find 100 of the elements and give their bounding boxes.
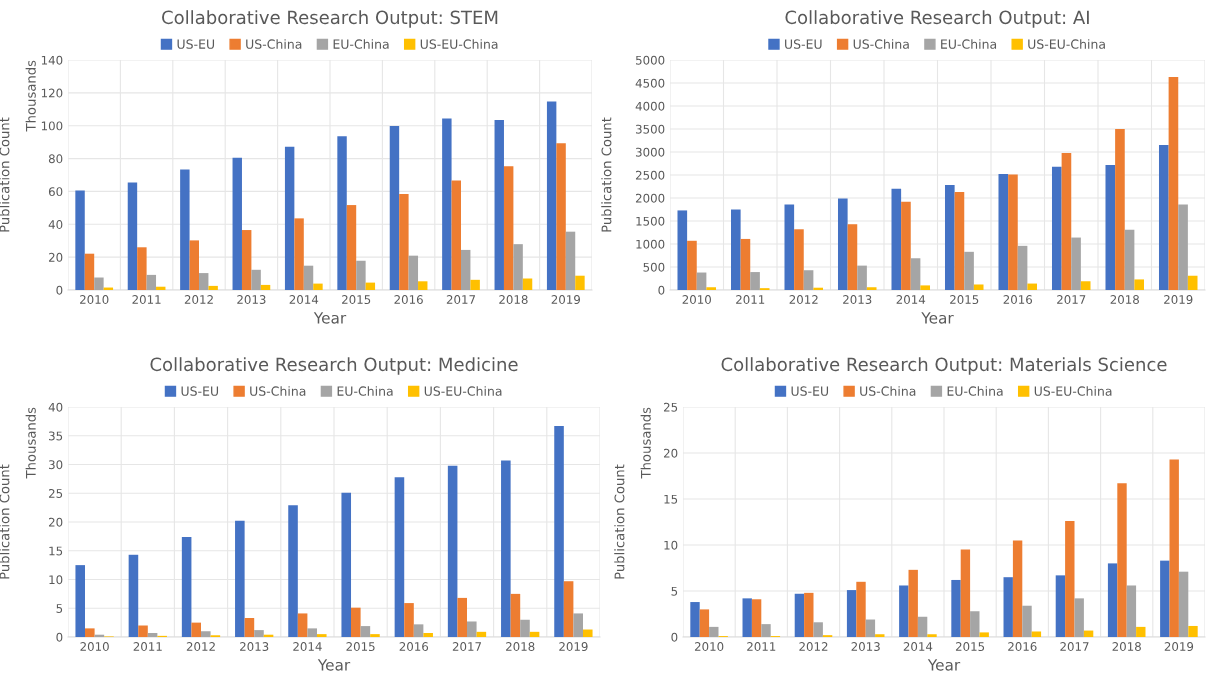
bar: [127, 182, 138, 290]
bar: [235, 520, 245, 637]
bar: [813, 622, 823, 637]
bar: [1136, 626, 1146, 637]
bar: [303, 265, 314, 290]
y-tick-label: 3000: [635, 147, 665, 157]
bar: [751, 599, 762, 637]
bar: [1074, 598, 1084, 637]
bar: [191, 622, 201, 637]
y-tick-label: 40: [48, 220, 63, 229]
bar: [899, 585, 909, 637]
x-tick-label: 2011: [133, 642, 162, 651]
x-tick-label: 2016: [399, 642, 429, 651]
x-tick-label: 2011: [747, 642, 776, 651]
y-tick-label: 15: [664, 494, 678, 504]
bar: [346, 205, 357, 290]
legend-label: US-EU: [177, 39, 215, 49]
bar: [447, 465, 458, 637]
bar: [199, 273, 209, 290]
x-tick-label: 2016: [394, 295, 423, 304]
bar: [563, 581, 574, 637]
y-tick-label: 0: [658, 285, 665, 295]
legend-label: US-China: [860, 386, 916, 396]
bar: [920, 285, 931, 290]
bar: [147, 632, 158, 637]
bar: [1188, 625, 1198, 637]
bar: [944, 185, 955, 290]
bar: [181, 536, 192, 637]
x-axis-title: Year: [921, 312, 954, 324]
bar: [418, 281, 428, 290]
bar: [1012, 540, 1023, 637]
bar: [251, 269, 261, 290]
bar: [1124, 229, 1135, 290]
legend-label: US-EU-China: [424, 386, 502, 396]
y-tick-label: 30: [49, 460, 63, 470]
x-tick-label: 2014: [903, 642, 933, 651]
bar: [351, 607, 361, 637]
legend-label: US-EU: [785, 39, 822, 49]
bar: [1003, 577, 1013, 637]
y-axis-title: Publication Count: [0, 464, 10, 579]
bar: [94, 277, 104, 290]
y-tick-label: 20: [663, 448, 678, 458]
y-tick-label: 1000: [636, 239, 665, 249]
bar: [804, 592, 814, 637]
x-tick-label: 2017: [446, 295, 476, 304]
bar: [503, 166, 514, 290]
x-tick-label: 2012: [789, 295, 818, 304]
chart-title: Collaborative Research Output: Medicine: [150, 357, 518, 375]
bar: [857, 265, 867, 290]
bar: [998, 174, 1009, 290]
bar: [954, 192, 965, 290]
x-tick-label: 2014: [293, 642, 322, 651]
y-tick-label: 10: [664, 540, 678, 550]
legend-label: EU-China: [941, 39, 997, 49]
bar: [709, 626, 719, 637]
bar: [494, 119, 504, 290]
x-tick-label: 2011: [736, 295, 765, 304]
bar: [137, 247, 147, 290]
y-tick-label: 3500: [635, 124, 665, 134]
bar: [750, 272, 760, 290]
bar: [690, 602, 700, 637]
bar: [341, 492, 352, 637]
bar: [1115, 129, 1125, 290]
chart-title: Collaborative Research Output: AI: [785, 10, 1089, 28]
bar: [813, 287, 824, 290]
bar: [254, 630, 264, 637]
bar: [847, 224, 858, 290]
y-tick-label: 2000: [635, 193, 665, 203]
bar: [85, 628, 95, 637]
legend-label: EU-China: [947, 386, 1003, 396]
bar: [901, 201, 911, 290]
y-tick-label: 20: [48, 517, 63, 527]
legend-label: EU-China: [333, 39, 389, 49]
bar: [520, 619, 530, 637]
bar: [865, 619, 876, 637]
bar: [241, 230, 252, 290]
bar: [316, 634, 327, 637]
y-tick-label: 500: [643, 262, 665, 272]
bar: [510, 593, 521, 637]
y-tick-label: 35: [49, 431, 63, 441]
legend-label: US-China: [250, 386, 306, 396]
bar: [866, 287, 877, 290]
y-tick-label: 5000: [636, 55, 665, 65]
y-tick-label: 0: [671, 632, 678, 642]
bar: [501, 460, 511, 637]
bar: [399, 193, 409, 290]
x-axis-title: Year: [313, 312, 347, 324]
y-tick-label: 2500: [635, 170, 665, 180]
bar: [910, 258, 921, 290]
x-tick-label: 2013: [843, 295, 872, 304]
bar: [423, 632, 433, 637]
bar: [1027, 283, 1038, 290]
legend-label: US-China: [853, 39, 909, 49]
x-tick-label: 2015: [950, 295, 979, 304]
y-tick-label: 40: [48, 402, 63, 412]
legend-label: US-EU-China: [1034, 386, 1112, 396]
y-tick-label: 4500: [635, 78, 665, 88]
bar: [360, 626, 371, 637]
y-tick-label: 0: [56, 285, 63, 295]
bar: [461, 249, 471, 290]
